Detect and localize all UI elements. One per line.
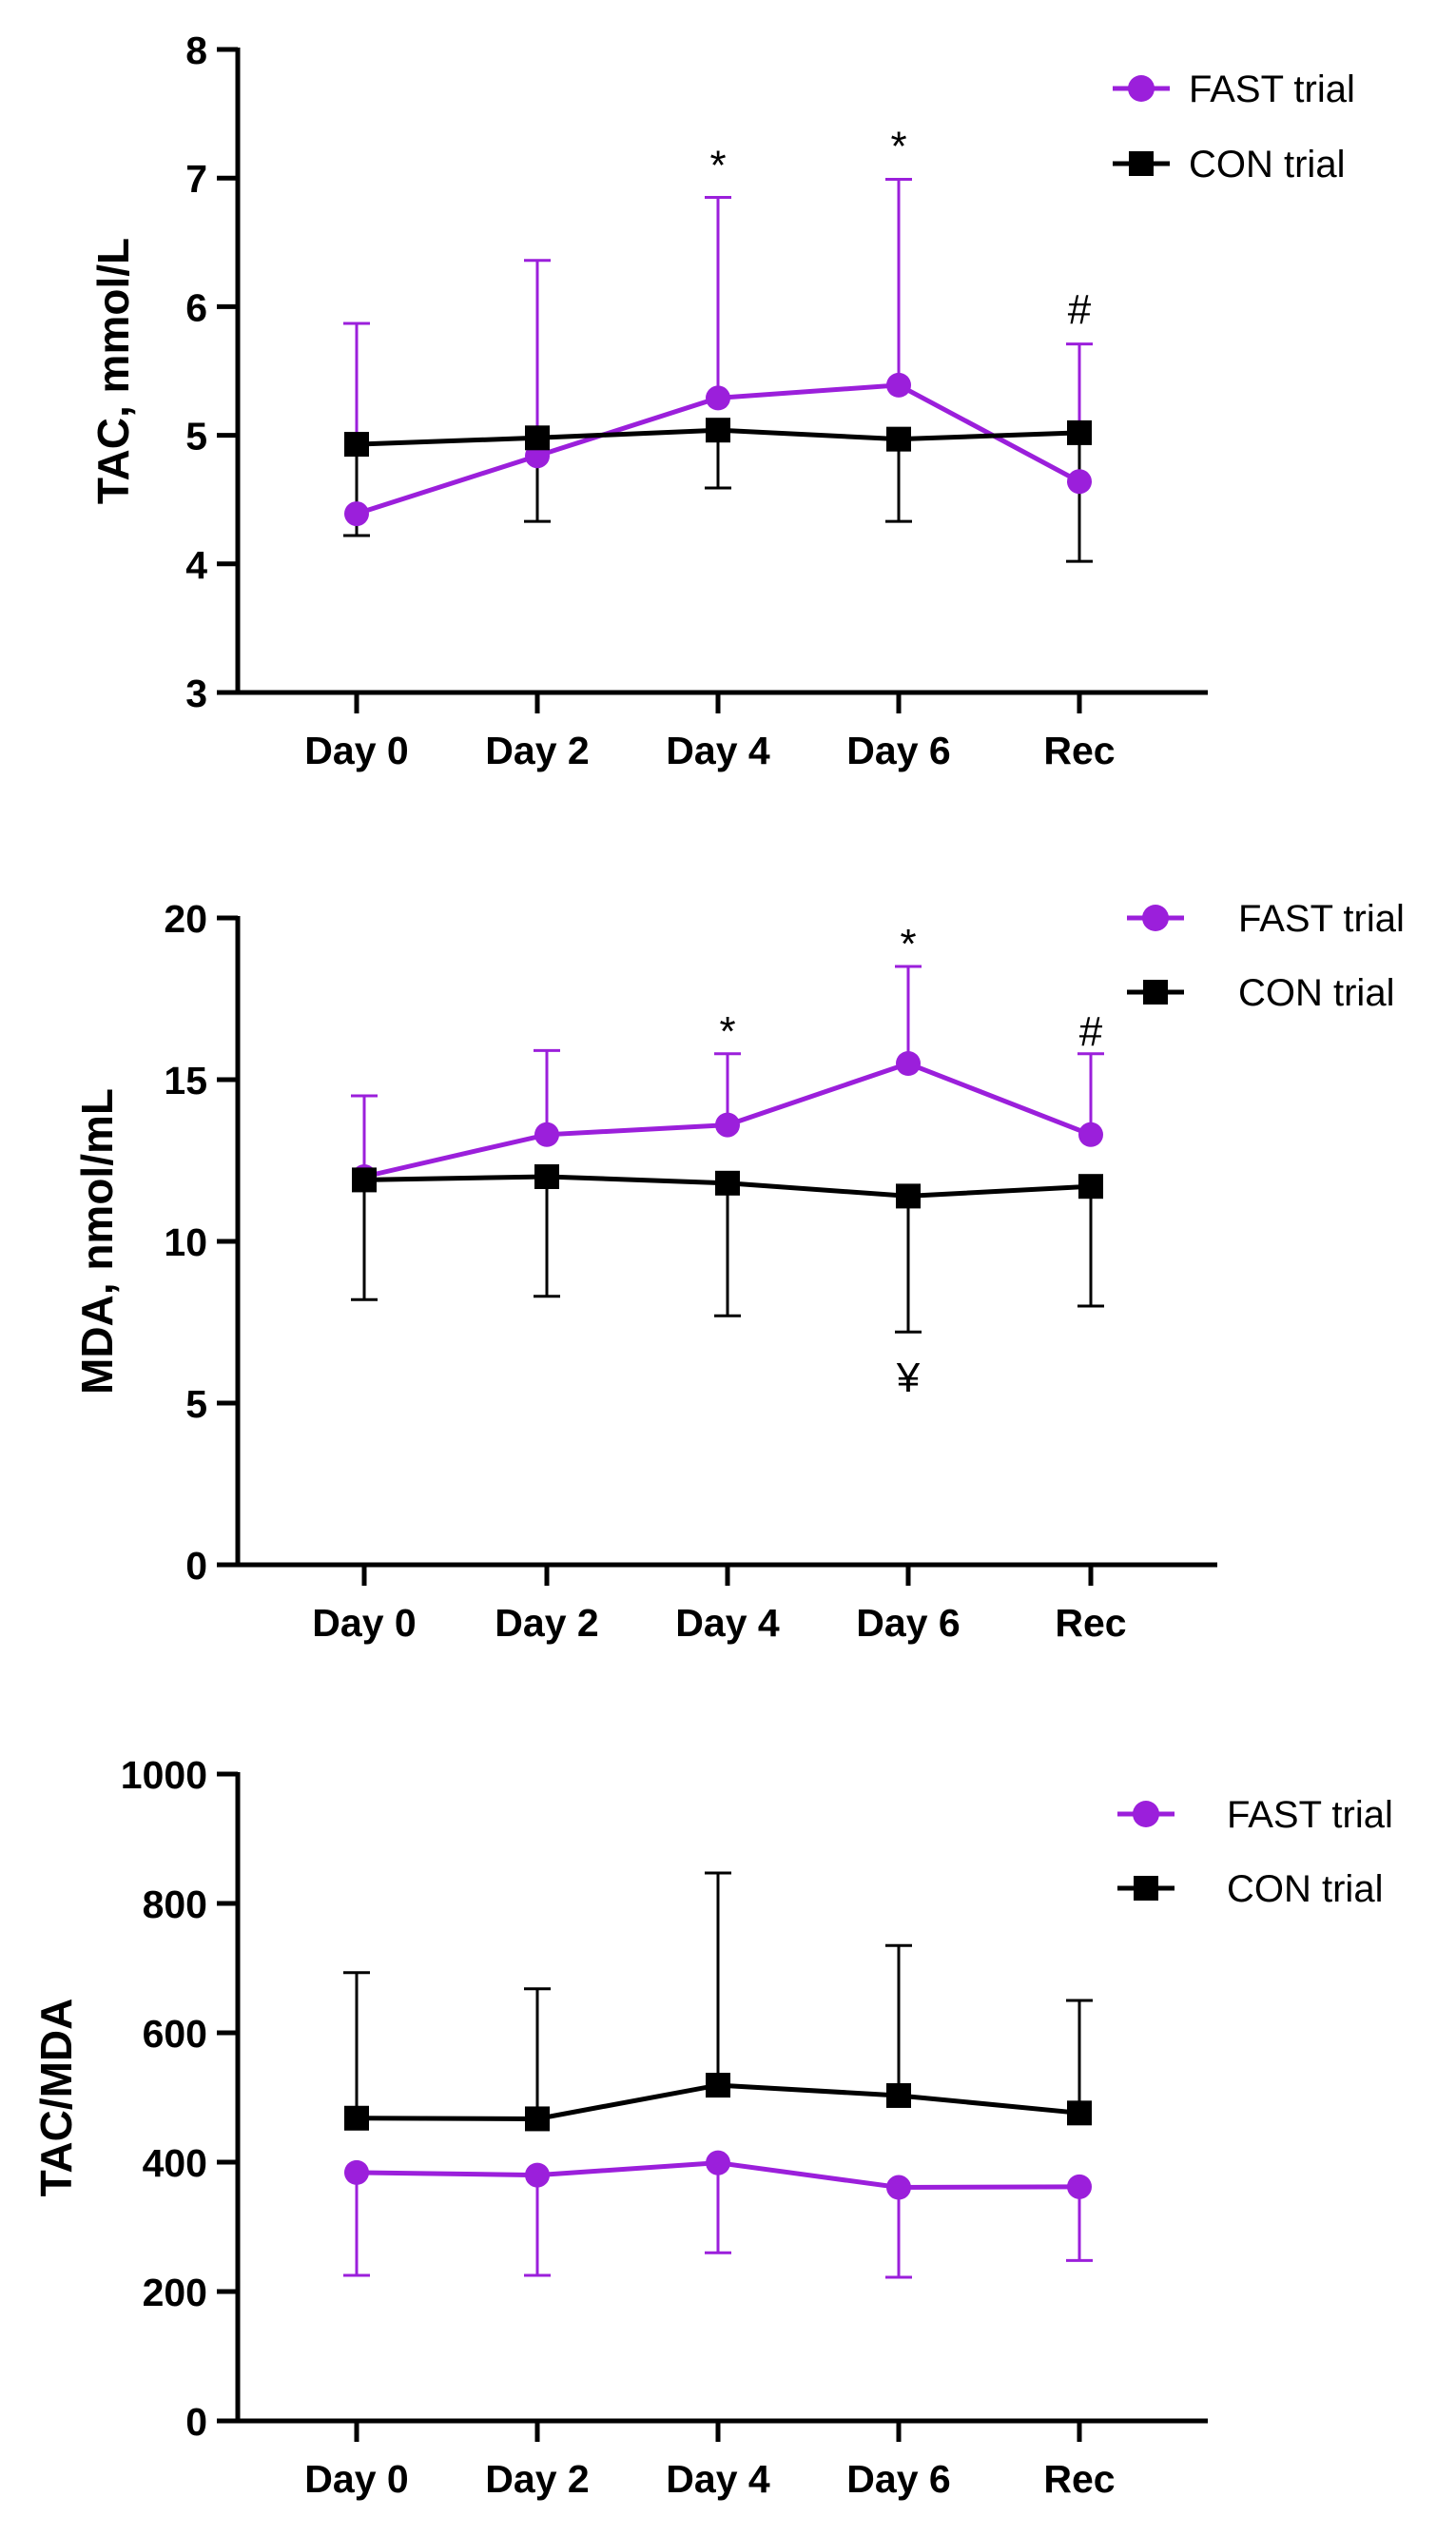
data-point-fast: [1067, 469, 1092, 495]
significance-marker: ¥: [896, 1355, 921, 1401]
x-tick-label: Rec: [1055, 1601, 1126, 1645]
data-point-fast: [886, 372, 911, 398]
legend-label: CON trial: [1189, 144, 1345, 185]
y-tick-label: 0: [185, 1544, 207, 1588]
data-point-con: [1067, 2100, 1092, 2126]
data-point-fast: [344, 2159, 369, 2185]
y-tick-label: 400: [143, 2141, 207, 2185]
x-tick-label: Day 0: [312, 1601, 416, 1645]
legend-marker-con: [1129, 151, 1154, 176]
data-point-con: [886, 2082, 911, 2108]
y-axis-title: TAC, mmol/L: [88, 238, 138, 504]
legend-label: FAST trial: [1189, 68, 1355, 110]
data-point-fast: [715, 1112, 740, 1138]
chart-panel-3: 0 200 400 600 800 1000 Day 0 Day 2 Day 4 Day 6 Rec…: [31, 1753, 1393, 2501]
data-point-fast: [706, 385, 730, 411]
y-tick-label: 8: [185, 29, 207, 72]
data-point-con: [706, 2073, 730, 2098]
x-tick-label: Rec: [1043, 2457, 1115, 2501]
legend-marker-fast: [1142, 905, 1169, 931]
data-point-fast: [344, 501, 369, 527]
x-tick-label: Day 0: [304, 2457, 408, 2501]
data-point-con: [706, 418, 730, 443]
legend-marker-fast: [1128, 75, 1155, 102]
chart-panel-1: 3 4 5 6 7 8 Day 0 Day 2 Day 4 Day 6 Rec TAC, mmol/L…: [88, 29, 1355, 772]
data-point-con: [344, 2105, 369, 2131]
legend-marker-con: [1143, 980, 1168, 1005]
y-tick-label: 1000: [121, 1753, 207, 1797]
y-tick-label: 4: [185, 543, 207, 587]
data-point-con: [1078, 1174, 1103, 1200]
chart-panel-2: 0 5 10 15 20 Day 0 Day 2 Day 4 Day 6 Rec MDA, nmol…: [72, 897, 1405, 1645]
y-tick-label: 6: [185, 285, 207, 329]
data-point-fast: [534, 1122, 559, 1147]
y-tick-label: 7: [185, 157, 207, 201]
y-tick-label: 20: [164, 897, 207, 941]
y-tick-label: 600: [143, 2012, 207, 2056]
y-axis-title: TAC/MDA: [31, 1999, 81, 2197]
x-tick-label: Day 4: [666, 729, 770, 772]
y-tick-label: 5: [185, 1382, 207, 1426]
x-tick-label: Day 6: [846, 729, 950, 772]
significance-marker: *: [900, 921, 916, 967]
legend: FAST trial CON trial: [1127, 898, 1405, 1014]
y-tick-label: 0: [185, 2400, 207, 2444]
x-tick-label: Day 6: [856, 1601, 960, 1645]
significance-marker: *: [709, 143, 726, 189]
legend-marker-fast: [1133, 1801, 1159, 1827]
x-tick-label: Rec: [1043, 729, 1115, 772]
data-point-fast: [525, 2162, 550, 2188]
x-tick-label: Day 4: [675, 1601, 780, 1645]
y-tick-label: 3: [185, 672, 207, 715]
data-point-con: [525, 425, 550, 451]
x-tick-label: Day 6: [846, 2457, 950, 2501]
significance-marker: #: [1079, 1008, 1103, 1055]
legend: FAST trial CON trial: [1117, 1794, 1393, 1910]
y-tick-label: 200: [143, 2271, 207, 2314]
y-tick-label: 5: [185, 415, 207, 458]
legend-label: CON trial: [1227, 1868, 1383, 1910]
data-point-con: [715, 1170, 740, 1196]
data-point-fast: [886, 2175, 911, 2200]
data-point-con: [525, 2106, 550, 2132]
legend: FAST trial CON trial: [1113, 68, 1355, 185]
data-point-con: [896, 1183, 921, 1209]
y-tick-label: 10: [164, 1220, 207, 1264]
data-point-con: [344, 432, 369, 458]
y-tick-label: 15: [164, 1059, 207, 1102]
significance-marker: #: [1068, 286, 1092, 333]
data-point-fast: [1067, 2174, 1092, 2199]
legend-marker-con: [1134, 1876, 1158, 1901]
data-point-con: [352, 1167, 377, 1193]
x-tick-label: Day 2: [485, 729, 589, 772]
y-axis-title: MDA, nmol/mL: [72, 1088, 122, 1395]
x-tick-label: Day 0: [304, 729, 408, 772]
legend-label: CON trial: [1238, 972, 1394, 1014]
data-point-fast: [706, 2150, 730, 2175]
data-point-fast: [1078, 1122, 1103, 1147]
data-point-con: [886, 426, 911, 452]
significance-marker: *: [719, 1008, 735, 1055]
x-tick-label: Day 4: [666, 2457, 770, 2501]
data-point-fast: [896, 1051, 921, 1076]
data-point-con: [534, 1164, 559, 1189]
significance-marker: *: [890, 123, 906, 169]
y-tick-label: 800: [143, 1882, 207, 1926]
data-point-con: [1067, 419, 1092, 445]
legend-label: FAST trial: [1227, 1794, 1393, 1836]
x-tick-label: Day 2: [485, 2457, 589, 2501]
x-tick-label: Day 2: [495, 1601, 598, 1645]
legend-label: FAST trial: [1238, 898, 1405, 940]
